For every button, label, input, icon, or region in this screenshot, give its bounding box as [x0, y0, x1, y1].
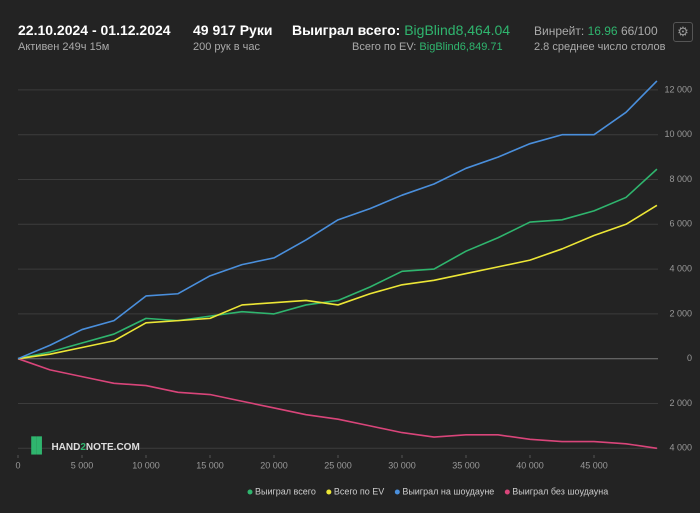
- y-tick-label: 2 000: [669, 398, 692, 408]
- x-tick-label: 40 000: [516, 460, 544, 470]
- y-tick-label: 10 000: [664, 129, 692, 139]
- series-line: [17, 80, 658, 360]
- legend-label: Всего по EV: [334, 486, 384, 496]
- logo: ▐▌ HAND2NOTE.COM: [26, 437, 140, 454]
- logo-text: NOTE.COM: [85, 442, 140, 453]
- x-tick-label: 25 000: [324, 460, 352, 470]
- y-tick-label: 4 000: [669, 443, 692, 453]
- winrate-unit: 66/100: [620, 24, 658, 38]
- legend-label: Выиграл без шоудауна: [512, 486, 608, 496]
- x-tick-label: 35 000: [452, 460, 480, 470]
- series-line: [17, 168, 658, 360]
- x-tick-label: 20 000: [260, 460, 288, 470]
- x-tick-label: 45 000: [580, 460, 608, 470]
- winrate-label: Винрейт:: [534, 24, 585, 38]
- hands: 49 917 Руки: [193, 22, 273, 38]
- legend-marker: [504, 489, 510, 495]
- winrate-value: 16.96: [587, 24, 618, 38]
- y-tick-label: 2 000: [669, 308, 692, 318]
- legend-marker: [247, 489, 253, 495]
- ev-value: BigBlind6,849.71: [419, 41, 503, 53]
- x-tick-label: 15 000: [196, 460, 224, 470]
- y-tick-label: 6 000: [669, 219, 692, 229]
- series-line: [17, 357, 658, 450]
- tables: 2.8 среднее число столов: [534, 41, 666, 53]
- x-tick-label: 10 000: [132, 460, 160, 470]
- legend-label: Выиграл на шоудауне: [402, 486, 494, 496]
- y-tick-label: 4 000: [669, 263, 692, 273]
- active: Активен 249ч 15м: [18, 41, 110, 53]
- logo-text: HAND: [51, 442, 81, 453]
- legend-label: Выиграл всего: [255, 486, 316, 496]
- won-value: BigBlind8,464.04: [404, 22, 511, 38]
- won-label: Выиграл всего:: [292, 22, 401, 38]
- date-range: 22.10.2024 - 01.12.2024: [18, 22, 171, 38]
- settings-button[interactable]: ⚙: [673, 22, 693, 42]
- x-tick-label: 30 000: [388, 460, 416, 470]
- series-line: [17, 204, 658, 360]
- x-tick-label: 0: [15, 460, 20, 470]
- legend-marker: [394, 489, 400, 495]
- ev-label: Всего по EV:: [352, 41, 417, 53]
- legend-marker: [326, 489, 332, 495]
- y-tick-label: 12 000: [664, 84, 692, 94]
- y-tick-label: 0: [687, 353, 692, 363]
- logo-text: 2: [80, 442, 86, 453]
- y-tick-label: 8 000: [669, 174, 692, 184]
- hands-per-hour: 200 рук в час: [193, 41, 261, 53]
- x-tick-label: 5 000: [71, 460, 94, 470]
